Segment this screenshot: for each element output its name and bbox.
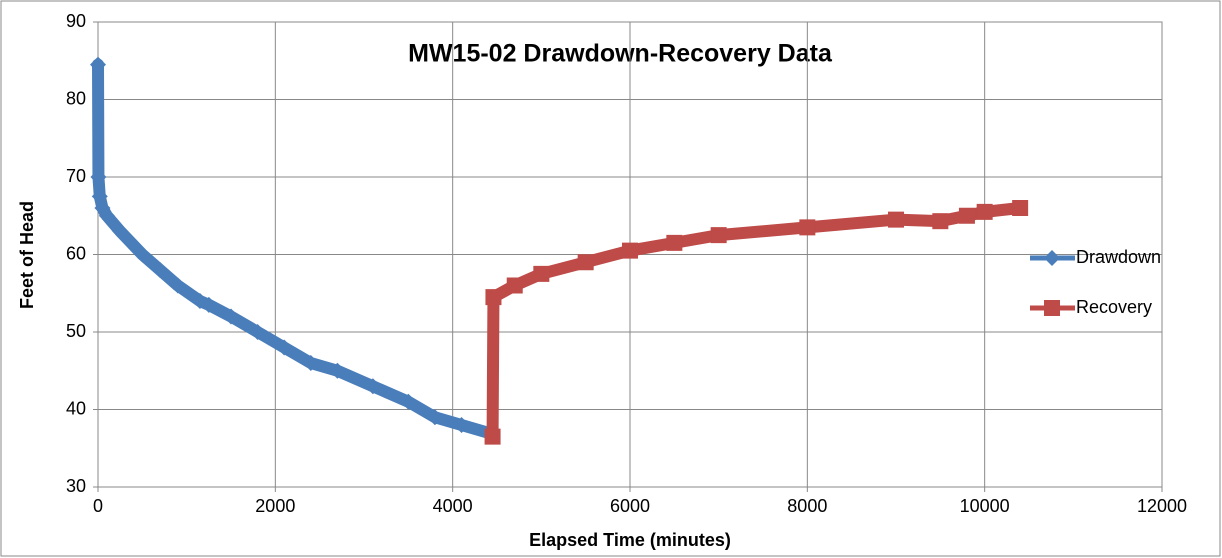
point [888, 211, 904, 228]
x-tick-label: 8000 [787, 496, 827, 516]
point [302, 355, 319, 371]
x-axis-title: Elapsed Time (minutes) [529, 530, 731, 550]
y-tick-label: 40 [66, 398, 86, 418]
legend-marker [1044, 250, 1060, 266]
legend-label: Drawdown [1076, 247, 1161, 267]
point [976, 203, 993, 220]
x-tick-label: 12000 [1137, 496, 1187, 516]
y-tick-label: 50 [66, 321, 86, 341]
point [799, 219, 816, 236]
y-tick-label: 90 [66, 11, 86, 31]
point [400, 393, 417, 410]
point [453, 417, 470, 433]
point [710, 227, 727, 244]
y-tick-label: 60 [66, 243, 86, 263]
point [223, 308, 239, 325]
point [484, 428, 501, 445]
point [276, 339, 293, 356]
point [533, 265, 550, 282]
point [169, 277, 186, 294]
point [577, 254, 594, 271]
point [91, 188, 108, 205]
chart-title: MW15-02 Drawdown-Recovery Data [408, 40, 833, 68]
y-tick-label: 80 [66, 88, 86, 108]
point [152, 262, 169, 278]
legend-marker [1044, 300, 1060, 316]
x-tick-label: 0 [93, 496, 103, 516]
x-tick-label: 6000 [610, 496, 650, 516]
x-tick-label: 4000 [433, 496, 473, 516]
point [1012, 200, 1029, 216]
point [506, 277, 523, 294]
x-tick-label: 2000 [255, 496, 295, 516]
point [485, 289, 502, 306]
point [329, 362, 346, 379]
y-axis-title: Feet of Head [17, 201, 37, 309]
y-tick-label: 30 [66, 476, 86, 496]
x-tick-label: 10000 [960, 496, 1010, 516]
point [622, 242, 638, 259]
point [666, 234, 683, 251]
y-tick-label: 70 [66, 166, 86, 186]
point [932, 213, 949, 230]
point [249, 324, 266, 340]
point [200, 296, 217, 313]
point [112, 223, 129, 240]
point [364, 378, 381, 395]
point [90, 56, 106, 73]
point [958, 207, 975, 224]
point [90, 169, 107, 185]
point [98, 207, 115, 224]
point [134, 246, 151, 263]
legend-label: Recovery [1076, 297, 1152, 317]
point [426, 409, 443, 426]
